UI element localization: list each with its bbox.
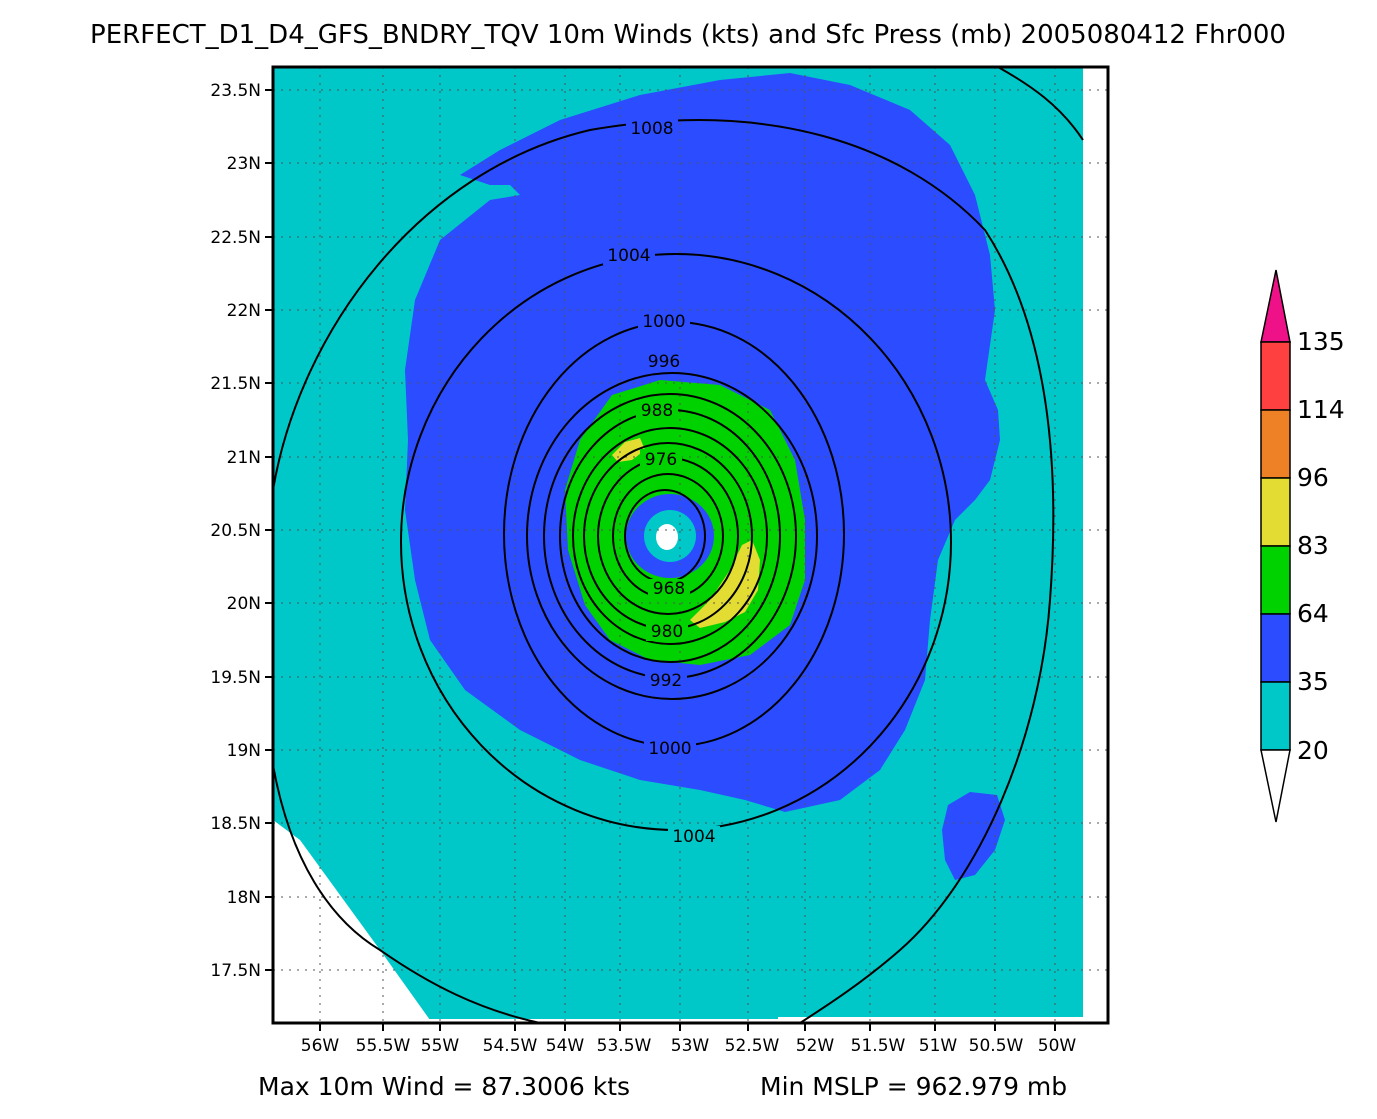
isobar-label-992: 992 bbox=[650, 671, 682, 691]
lat-label: 21N bbox=[227, 448, 261, 468]
lon-label: 53W bbox=[671, 1036, 710, 1056]
longitude-axis: 56W 55.5W 55W 54.5W 54W 53.5W 53W 52.5W … bbox=[301, 1023, 1077, 1056]
isobar-996 bbox=[526, 372, 818, 700]
lat-label: 21.5N bbox=[210, 374, 261, 394]
max-wind-stat: Max 10m Wind = 87.3006 kts bbox=[258, 1072, 630, 1101]
isobar-label-1000-north: 1000 bbox=[642, 312, 685, 332]
lat-label: 20.5N bbox=[210, 521, 261, 541]
isobar-labels: 1008 1004 1000 996 988 976 968 980 992 1… bbox=[603, 118, 720, 847]
lon-label: 54.5W bbox=[483, 1036, 538, 1056]
lon-label: 55.5W bbox=[356, 1036, 411, 1056]
lat-label: 22N bbox=[227, 301, 261, 321]
wind-band-83-96-nw bbox=[612, 438, 645, 462]
isobar-984 bbox=[572, 427, 768, 645]
colorbar-band-35-64 bbox=[1260, 613, 1291, 683]
colorbar-top-arrow bbox=[1260, 269, 1291, 343]
no-data-strip bbox=[1083, 67, 1108, 1023]
colorbar-label-135: 135 bbox=[1297, 327, 1345, 356]
lon-label: 53.5W bbox=[597, 1036, 652, 1056]
isobar-label-968: 968 bbox=[653, 579, 685, 599]
figure-title: PERFECT_D1_D4_GFS_BNDRY_TQV 10m Winds (k… bbox=[90, 20, 1286, 50]
isobar-label-1004-south: 1004 bbox=[672, 827, 715, 847]
lon-label: 56W bbox=[301, 1036, 340, 1056]
wind-below-20-strip bbox=[778, 1017, 1108, 1023]
colorbar-band-96-114 bbox=[1260, 409, 1291, 479]
wind-band-35-64-patch bbox=[942, 792, 1005, 880]
colorbar-band-20-35 bbox=[1260, 681, 1291, 751]
lat-label: 18.5N bbox=[210, 814, 261, 834]
lon-label: 51.5W bbox=[851, 1036, 906, 1056]
colorbar-label-83: 83 bbox=[1297, 531, 1329, 560]
colorbar-band-64-83 bbox=[1260, 545, 1291, 615]
lon-label: 50.5W bbox=[969, 1036, 1024, 1056]
colorbar-legend: 135 114 96 83 64 35 20 bbox=[1260, 269, 1345, 823]
lon-label: 52.5W bbox=[725, 1036, 780, 1056]
lat-label: 19N bbox=[227, 741, 261, 761]
map-area: 1008 1004 1000 996 988 976 968 980 992 1… bbox=[273, 67, 1108, 1023]
isobar-1008 bbox=[273, 119, 1055, 1023]
isobar-label-980: 980 bbox=[651, 622, 683, 642]
isobar-label-1004-north: 1004 bbox=[607, 246, 650, 266]
lat-label: 23.5N bbox=[210, 81, 261, 101]
lat-label: 22.5N bbox=[210, 228, 261, 248]
lat-label: 18N bbox=[227, 888, 261, 908]
isobar-label-988: 988 bbox=[641, 401, 673, 421]
eye-calm-center bbox=[656, 524, 678, 550]
min-mslp-stat: Min MSLP = 962.979 mb bbox=[760, 1072, 1067, 1101]
map-frame bbox=[271, 65, 1110, 1025]
lon-label: 51W bbox=[919, 1036, 958, 1056]
wind-below-20-area bbox=[273, 820, 430, 1023]
wind-band-83-96-se bbox=[690, 540, 760, 628]
lon-label: 54W bbox=[546, 1036, 585, 1056]
colorbar-label-96: 96 bbox=[1297, 463, 1329, 492]
colorbar-bottom-arrow bbox=[1260, 749, 1291, 823]
isobar-1012-ne bbox=[997, 67, 1084, 141]
colorbar-label-20: 20 bbox=[1297, 736, 1329, 765]
lon-label: 55W bbox=[421, 1036, 460, 1056]
isobar-label-976: 976 bbox=[645, 450, 677, 470]
colorbar-label-35: 35 bbox=[1297, 667, 1329, 696]
isobar-label-996: 996 bbox=[648, 352, 680, 372]
lon-label: 52W bbox=[796, 1036, 835, 1056]
colorbar-label-114: 114 bbox=[1297, 395, 1345, 424]
colorbar-band-114-135 bbox=[1260, 341, 1291, 411]
colorbar-band-83-96 bbox=[1260, 477, 1291, 547]
lat-label: 23N bbox=[227, 154, 261, 174]
latitude-axis: 23.5N 23N 22.5N 22N 21.5N 21N 20.5N 20N … bbox=[210, 81, 273, 981]
isobar-label-1000-south: 1000 bbox=[648, 739, 691, 759]
lat-label: 17.5N bbox=[210, 961, 261, 981]
isobar-1008-sw bbox=[273, 764, 541, 1023]
lon-label: 50W bbox=[1038, 1036, 1077, 1056]
colorbar-label-64: 64 bbox=[1297, 599, 1329, 628]
lat-label: 19.5N bbox=[210, 668, 261, 688]
isobar-label-1008: 1008 bbox=[630, 119, 673, 139]
lat-label: 20N bbox=[227, 594, 261, 614]
